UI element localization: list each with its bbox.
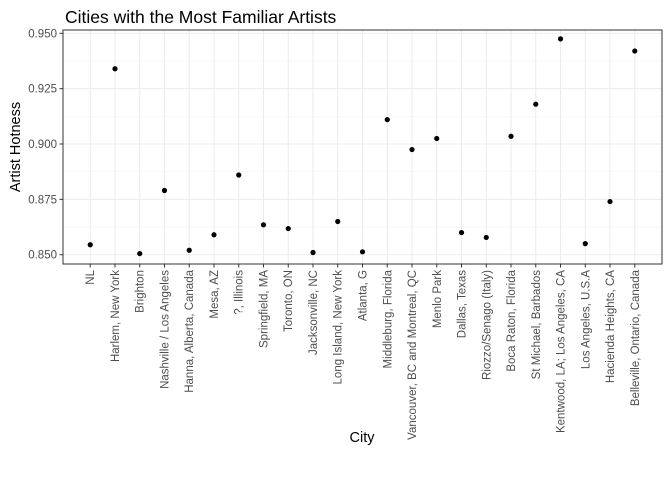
chart-title: Cities with the Most Familiar Artists [65,7,337,27]
x-tick-label: Brighton [135,270,147,313]
data-point [384,117,390,123]
y-tick-label: 0.900 [28,139,57,151]
data-point [137,250,143,257]
x-tick-label: NL [85,269,97,284]
data-point [310,249,316,256]
data-point [359,249,366,255]
data-point [236,172,242,178]
x-axis-title: City [350,430,376,446]
data-point [211,232,217,238]
y-tick-label: 0.925 [28,84,57,96]
x-tick-label: Nashville / Los Angeles [159,270,171,389]
data-point [112,66,118,72]
y-axis: 0.850 0.875 0.900 0.925 0.950 [28,28,63,262]
x-tick-label: Dallas, Texas [457,270,469,338]
x-tick-label: Middleburg, Florida [382,269,394,368]
data-point [483,234,489,241]
y-tick-label: 0.950 [28,28,57,40]
points-layer [87,36,638,257]
data-point [87,242,93,248]
x-tick-label: Los Angeles, U.S.A [580,270,592,369]
data-point [186,247,192,253]
x-axis: NL Harlem, New York Brighton Nashville / Lo… [85,264,642,440]
x-tick-label: Belleville, Ontario, Canada [630,269,642,406]
data-point [632,48,638,54]
x-tick-label: Boca Raton, Florida [506,269,518,371]
x-tick-label: Hanna, Alberta, Canada [184,269,196,392]
data-point [335,218,341,225]
x-tick-label: Hacienda Heights, CA [605,270,617,383]
data-point [582,241,588,247]
x-tick-label: Atlanta, G [358,270,370,321]
data-point [508,133,514,139]
data-point [557,36,564,42]
x-tick-label: Toronto, ON [283,270,295,332]
data-point [434,135,440,142]
x-tick-label: Jacksonville, NC [308,270,320,355]
x-tick-label: Long Island, New York [333,270,345,385]
data-point [161,187,168,194]
data-point [260,222,267,228]
data-point [533,101,539,107]
y-tick-label: 0.850 [28,250,57,262]
x-tick-label: St Michael, Barbados [531,270,543,380]
data-point [458,229,465,236]
data-point [607,198,613,205]
x-tick-label: Riozzo/Senago (Italy) [481,270,493,380]
x-tick-label: Harlem, New York [110,270,122,362]
x-tick-label: Springfield, MA [258,270,270,348]
x-tick-label: Mesa, AZ [209,270,221,319]
y-tick-label: 0.875 [28,194,57,206]
x-tick-label: Menlo Park [432,270,444,328]
x-tick-label: Kentwood, LA; Los Angeles, CA [556,270,568,433]
x-tick-label: ?, Illinois [234,270,246,315]
data-point [285,225,291,232]
x-tick-label: Vancouver, BC and Montreal, QC [407,270,419,440]
data-point [409,146,415,153]
grid-layer [63,30,662,264]
y-axis-title: Artist Hotness [8,102,24,192]
